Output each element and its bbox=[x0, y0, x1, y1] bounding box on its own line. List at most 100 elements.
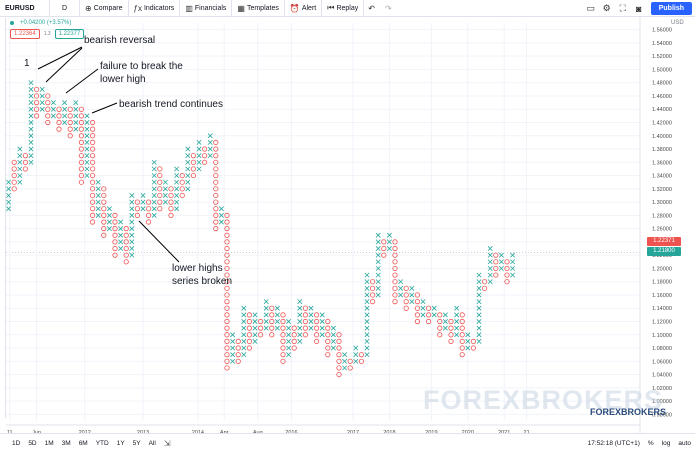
camera-icon[interactable]: ◙ bbox=[636, 3, 642, 14]
templates-button[interactable]: ▦ Templates bbox=[232, 0, 285, 17]
compare-button[interactable]: ⊕ Compare bbox=[80, 0, 129, 17]
date-range-icon[interactable]: ⇲ bbox=[163, 438, 171, 448]
auto-toggle[interactable]: auto bbox=[678, 440, 691, 447]
x-mark bbox=[364, 338, 370, 344]
annotation-failure-line1: failure to break the bbox=[100, 61, 183, 72]
x-mark bbox=[6, 206, 12, 212]
x-mark bbox=[129, 232, 135, 238]
o-mark bbox=[325, 332, 331, 338]
buy-price-button[interactable]: 1.22377 bbox=[54, 29, 85, 39]
x-mark bbox=[364, 332, 370, 338]
percent-toggle[interactable]: % bbox=[647, 440, 654, 447]
pnf-chart[interactable]: 1.56000 1.54000 1.52000 1.50000 1.48000 1.460… bbox=[0, 17, 695, 433]
o-mark bbox=[336, 371, 342, 378]
o-mark bbox=[78, 153, 85, 159]
x-mark bbox=[476, 332, 482, 338]
replay-button[interactable]: ⏮ Replay bbox=[322, 0, 365, 17]
o-mark bbox=[280, 325, 286, 331]
x-mark bbox=[140, 199, 146, 205]
o-mark bbox=[78, 166, 85, 172]
x-mark bbox=[218, 206, 224, 212]
o-mark bbox=[33, 106, 40, 112]
redo-button[interactable]: ↷ bbox=[381, 0, 398, 17]
interval-button[interactable]: D bbox=[50, 0, 80, 17]
x-mark bbox=[442, 319, 448, 324]
o-mark bbox=[101, 206, 107, 212]
layout-menu-icon[interactable]: ▭ bbox=[586, 3, 595, 13]
x-mark bbox=[454, 319, 460, 324]
x-mark bbox=[454, 305, 460, 311]
o-mark bbox=[112, 219, 118, 225]
x-mark bbox=[431, 305, 437, 311]
fullscreen-icon[interactable]: ⛶ bbox=[619, 3, 626, 13]
financials-icon: ▥ bbox=[185, 3, 193, 13]
x-mark bbox=[196, 159, 202, 165]
x-mark bbox=[252, 319, 258, 324]
price-tick-label: 0.98000 bbox=[652, 412, 672, 418]
range-5d[interactable]: 5D bbox=[28, 439, 37, 447]
symbol-search[interactable]: EURUSD bbox=[0, 0, 50, 17]
o-mark bbox=[493, 259, 499, 265]
range-3m[interactable]: 3M bbox=[61, 439, 71, 447]
o-mark bbox=[336, 338, 342, 344]
o-mark bbox=[336, 365, 342, 371]
o-mark bbox=[481, 285, 488, 291]
x-mark bbox=[487, 279, 493, 285]
x-mark bbox=[454, 332, 460, 338]
o-mark bbox=[45, 106, 51, 112]
o-mark bbox=[481, 279, 488, 285]
x-mark bbox=[263, 299, 269, 305]
o-mark bbox=[269, 312, 275, 318]
o-mark bbox=[448, 332, 454, 338]
clock-time[interactable]: 17:52:18 (UTC+1) bbox=[587, 440, 640, 447]
price-tick-label: 1.36000 bbox=[652, 160, 672, 166]
templates-icon: ▦ bbox=[237, 3, 245, 13]
x-mark bbox=[62, 106, 68, 112]
x-mark bbox=[129, 199, 135, 205]
o-mark bbox=[190, 153, 196, 159]
o-mark bbox=[459, 325, 465, 331]
range-6m[interactable]: 6M bbox=[78, 439, 88, 447]
o-mark bbox=[392, 259, 398, 265]
x-mark bbox=[364, 305, 370, 311]
x-mark bbox=[28, 146, 34, 152]
x-mark bbox=[465, 332, 471, 338]
x-mark bbox=[476, 292, 482, 298]
o-mark bbox=[280, 358, 286, 364]
price-tick-label: 1.32000 bbox=[652, 187, 672, 193]
x-mark bbox=[409, 292, 415, 298]
o-mark bbox=[67, 126, 73, 132]
range-1y[interactable]: 1Y bbox=[116, 439, 125, 447]
annotation-lower-highs-line1: lower highs bbox=[172, 263, 223, 274]
log-toggle[interactable]: log bbox=[661, 440, 671, 447]
o-mark bbox=[101, 192, 107, 199]
range-1m[interactable]: 1M bbox=[44, 439, 54, 447]
indicators-button[interactable]: ƒx Indicators bbox=[129, 0, 181, 17]
annotation-arrow bbox=[91, 102, 118, 114]
range-ytd[interactable]: YTD bbox=[95, 439, 109, 447]
x-mark bbox=[353, 358, 359, 364]
x-mark bbox=[84, 166, 90, 172]
x-mark bbox=[364, 279, 370, 285]
o-mark bbox=[90, 119, 96, 126]
range-1d[interactable]: 1D bbox=[12, 439, 21, 447]
o-mark bbox=[437, 312, 443, 318]
undo-button[interactable]: ↶ bbox=[364, 0, 381, 17]
o-mark bbox=[45, 93, 51, 99]
range-5y[interactable]: 5Y bbox=[132, 439, 141, 447]
x-mark bbox=[17, 166, 23, 172]
x-mark bbox=[95, 192, 101, 198]
financials-button[interactable]: ▥ Financials bbox=[180, 0, 233, 17]
alert-button[interactable]: ⏰ Alert bbox=[285, 0, 323, 17]
o-mark bbox=[280, 352, 286, 358]
x-mark bbox=[454, 325, 460, 331]
price-tick-label: 1.18000 bbox=[652, 280, 672, 286]
x-mark bbox=[84, 120, 90, 125]
time-tick-label: 2012 bbox=[79, 430, 91, 433]
gear-icon[interactable]: ⚙ bbox=[602, 3, 611, 13]
sell-price-button[interactable]: 1.22364 bbox=[10, 29, 40, 39]
publish-button[interactable]: Publish bbox=[650, 2, 692, 15]
x-mark bbox=[196, 139, 202, 145]
time-tick-label: 2021 bbox=[498, 430, 510, 433]
range-all[interactable]: All bbox=[148, 439, 156, 447]
